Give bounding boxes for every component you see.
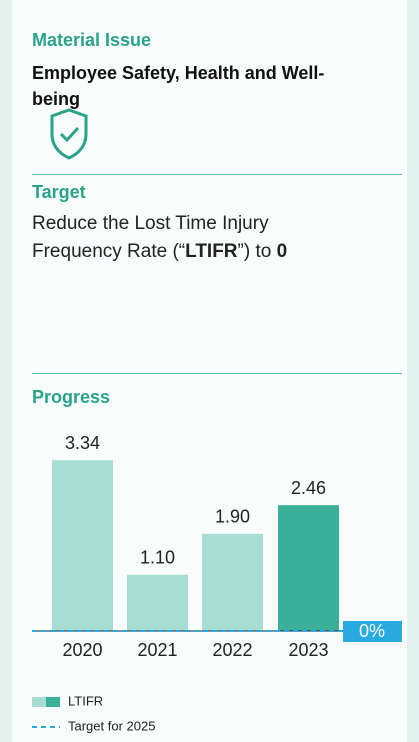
chart: 3.34 2020 1.10 2021 1.90 2022 2.46 2023 0% LTIFR T… [0,0,419,742]
value-label: 1.90 [215,507,250,527]
legend-swatch [46,697,60,707]
x-tick-label: 2023 [288,640,328,660]
bar [52,460,113,631]
text: LTIFR [185,241,237,262]
divider [32,373,402,374]
legend-swatch [32,697,46,707]
legend-label: Target for 2025 [68,718,155,733]
page: Material Issue Employee Safety, Health a… [0,0,419,742]
value-label: 2.46 [291,478,326,498]
section-label: Target [32,182,86,203]
target-text: Reduce the Lost Time Injury Frequency Ra… [32,210,352,266]
text: ”) to [238,241,277,262]
check-icon [61,128,78,140]
section-label: Progress [32,387,110,408]
shield-icon [52,110,86,158]
x-tick-label: 2020 [62,640,102,660]
target-label: 0% [359,621,385,641]
value-label: 3.34 [65,433,100,453]
x-tick-label: 2021 [137,640,177,660]
legend-label: LTIFR [68,693,103,708]
divider [32,174,402,175]
value-label: 1.10 [140,547,175,567]
x-tick-label: 2022 [212,640,252,660]
bar [278,505,339,631]
bar [202,534,263,631]
text: 0 [277,241,288,262]
bar [127,575,188,631]
